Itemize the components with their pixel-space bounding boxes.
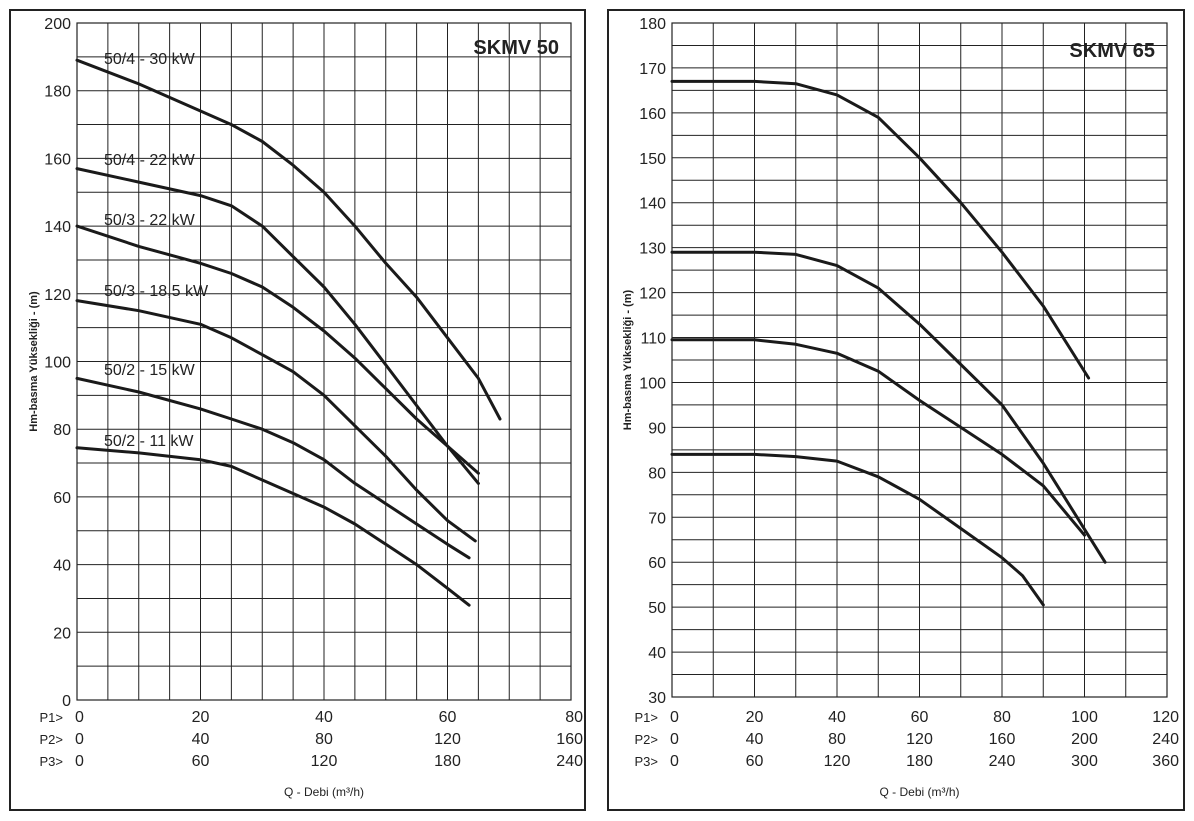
y-tick-label: 180 bbox=[639, 16, 666, 33]
x-tick-label: 240 bbox=[556, 753, 583, 770]
y-tick-label: 60 bbox=[648, 555, 666, 572]
x-tick-label: 0 bbox=[670, 753, 679, 770]
pump-curve-6 bbox=[75, 446, 471, 607]
x-tick-label: 100 bbox=[1071, 709, 1098, 726]
curve-label: 50/2 - 15 kW bbox=[104, 362, 196, 379]
y-tick-label: 40 bbox=[53, 558, 71, 575]
curve-label: 50/4 - 30 kW bbox=[104, 51, 196, 68]
y-tick-label: 120 bbox=[639, 286, 666, 303]
pump-curve-2 bbox=[670, 250, 1107, 564]
pump-curve-3 bbox=[75, 224, 480, 475]
y-tick-label: 0 bbox=[62, 693, 71, 710]
x-scale-row-label: P1> bbox=[40, 710, 64, 725]
x-tick-label: 20 bbox=[746, 709, 764, 726]
pump-curve-1 bbox=[670, 79, 1091, 380]
x-tick-label: 360 bbox=[1152, 753, 1179, 770]
y-tick-label: 50 bbox=[648, 600, 666, 617]
x-tick-label: 120 bbox=[906, 731, 933, 748]
pump-curve-1 bbox=[75, 58, 502, 421]
x-scale-row-label: P2> bbox=[635, 732, 659, 747]
x-tick-label: 0 bbox=[75, 731, 84, 748]
x-scale-row-label: P3> bbox=[635, 754, 659, 769]
pump-curve-4 bbox=[670, 452, 1045, 607]
x-tick-label: 20 bbox=[192, 709, 210, 726]
x-tick-label: 80 bbox=[315, 731, 333, 748]
x-tick-label: 120 bbox=[1152, 709, 1179, 726]
y-tick-label: 60 bbox=[53, 490, 71, 507]
y-tick-label: 80 bbox=[53, 422, 71, 439]
curve-label: 50/2 - 11 kW bbox=[104, 433, 194, 450]
pump-curve-2 bbox=[75, 167, 480, 485]
x-tick-label: 180 bbox=[434, 753, 461, 770]
x-tick-label: 0 bbox=[75, 753, 84, 770]
y-tick-label: 100 bbox=[44, 355, 71, 372]
curve-label: 50/3 - 22 kW bbox=[104, 212, 196, 229]
plot-frame bbox=[671, 22, 1168, 698]
y-tick-label: 170 bbox=[639, 61, 666, 78]
curve-label: 50/3 - 18,5 kW bbox=[104, 283, 209, 300]
y-tick-label: 70 bbox=[648, 510, 666, 527]
x-tick-label: 180 bbox=[906, 753, 933, 770]
y-tick-label: 150 bbox=[639, 151, 666, 168]
x-tick-label: 80 bbox=[993, 709, 1011, 726]
y-tick-label: 30 bbox=[648, 690, 666, 707]
chart-title: SKMV 50 bbox=[473, 37, 559, 59]
y-tick-label: 180 bbox=[44, 84, 71, 101]
x-axis-label: Q - Debi (m³/h) bbox=[879, 785, 959, 799]
x-tick-label: 160 bbox=[989, 731, 1016, 748]
plot-frame bbox=[76, 22, 572, 701]
y-tick-label: 90 bbox=[648, 420, 666, 437]
y-tick-label: 40 bbox=[648, 645, 666, 662]
x-axis-label: Q - Debi (m³/h) bbox=[284, 785, 364, 799]
pump-curve-4 bbox=[75, 299, 477, 543]
x-scale-row-label: P3> bbox=[40, 754, 64, 769]
y-axis-label: Hm-basma Yüksekliği - (m) bbox=[622, 289, 634, 430]
x-tick-label: 120 bbox=[824, 753, 851, 770]
y-tick-label: 140 bbox=[44, 219, 71, 236]
x-scale-row-label: P1> bbox=[635, 710, 659, 725]
y-tick-label: 110 bbox=[640, 331, 666, 348]
y-tick-label: 80 bbox=[648, 465, 666, 482]
x-tick-label: 40 bbox=[828, 709, 846, 726]
x-tick-label: 40 bbox=[192, 731, 210, 748]
x-scale-row-label: P2> bbox=[40, 732, 64, 747]
chart-skmv65: 30 40 50 60 70 80 90 100 110 120 130 140 150 160 170 18… bbox=[622, 16, 1179, 799]
x-tick-label: 60 bbox=[746, 753, 764, 770]
y-tick-label: 200 bbox=[44, 16, 71, 33]
x-tick-label: 0 bbox=[670, 731, 679, 748]
x-tick-label: 160 bbox=[556, 731, 583, 748]
x-tick-label: 80 bbox=[828, 731, 846, 748]
chart-title: SKMV 65 bbox=[1069, 40, 1155, 62]
x-tick-label: 40 bbox=[315, 709, 333, 726]
x-tick-label: 60 bbox=[439, 709, 457, 726]
x-tick-label: 120 bbox=[434, 731, 461, 748]
pump-curve-3 bbox=[670, 338, 1086, 537]
x-tick-label: 80 bbox=[565, 709, 583, 726]
chart-panel-skmv50: 0 20 40 60 80 100 120 140 160 180 200 P1> 0 20 40 60 80 P… bbox=[9, 9, 586, 811]
y-tick-label: 130 bbox=[639, 241, 666, 258]
y-axis-label: Hm-basma Yüksekliği - (m) bbox=[28, 291, 40, 432]
x-tick-label: 60 bbox=[192, 753, 210, 770]
x-tick-label: 240 bbox=[1152, 731, 1179, 748]
x-tick-label: 240 bbox=[989, 753, 1016, 770]
x-tick-label: 300 bbox=[1071, 753, 1098, 770]
y-tick-label: 160 bbox=[639, 106, 666, 123]
pump-curve-5 bbox=[75, 376, 471, 560]
y-tick-label: 120 bbox=[44, 287, 71, 304]
x-tick-label: 0 bbox=[670, 709, 679, 726]
y-tick-label: 20 bbox=[53, 625, 71, 642]
chart-panel-skmv65: 30 40 50 60 70 80 90 100 110 120 130 140 150 160 170 18… bbox=[607, 9, 1185, 811]
x-tick-label: 200 bbox=[1071, 731, 1098, 748]
x-tick-label: 120 bbox=[311, 753, 338, 770]
x-tick-label: 0 bbox=[75, 709, 84, 726]
y-tick-label: 160 bbox=[44, 151, 71, 168]
curve-label: 50/4 - 22 kW bbox=[104, 152, 196, 169]
y-tick-label: 100 bbox=[639, 375, 666, 392]
x-tick-label: 60 bbox=[911, 709, 929, 726]
y-tick-label: 140 bbox=[639, 196, 666, 213]
x-tick-label: 40 bbox=[746, 731, 764, 748]
